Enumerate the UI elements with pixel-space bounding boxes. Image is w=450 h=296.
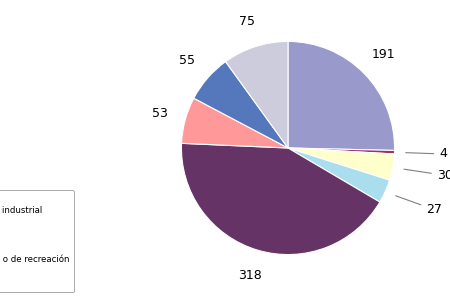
Text: 30: 30 [404,169,450,182]
Text: 75: 75 [239,15,255,28]
Wedge shape [181,143,380,255]
Wedge shape [288,148,390,202]
Wedge shape [288,148,394,180]
Legend: Calle o carretera, Lugar o establecimiento industrial, Edificio público, Granja,: Calle o carretera, Lugar o establecimien… [0,190,74,292]
Wedge shape [181,98,288,148]
Text: 53: 53 [152,107,167,120]
Wedge shape [225,41,288,148]
Text: 318: 318 [238,269,262,282]
Text: 27: 27 [396,196,442,216]
Text: 4: 4 [406,147,447,160]
Wedge shape [288,41,395,150]
Wedge shape [288,148,395,154]
Text: 55: 55 [180,54,195,67]
Wedge shape [194,62,288,148]
Text: 191: 191 [371,49,395,61]
